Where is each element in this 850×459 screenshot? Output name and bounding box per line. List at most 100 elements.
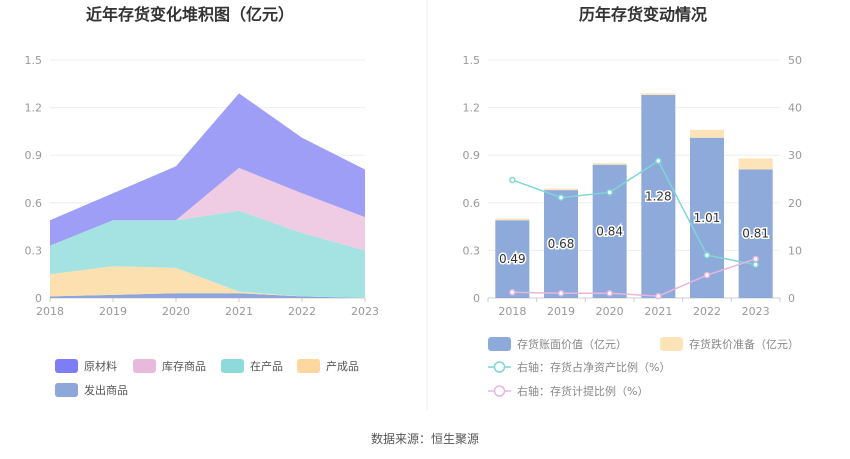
data-source-note: 数据来源：恒生聚源 — [371, 431, 479, 446]
x-tick-label: 2018 — [36, 305, 64, 318]
legend-swatch — [221, 359, 244, 373]
right-y-axis-left: 0 0.3 0.6 0.9 1.2 1.5 — [463, 54, 481, 305]
legend-label: 存货跌价准备（亿元） — [689, 337, 799, 351]
line-point — [606, 189, 613, 196]
legend-label: 在产品 — [250, 359, 283, 373]
legend-label: 右轴：存货占净资产比例（%） — [517, 360, 670, 374]
legend-marker — [493, 361, 506, 373]
legend-item: 发出商品 — [55, 383, 128, 397]
line-point — [752, 261, 759, 268]
right-x-axis: 2018 2019 2020 2021 2022 2023 — [487, 298, 781, 318]
inventory-bar-line-chart: 历年存货变动情况 0.49 0.68 0.84 1.28 1.01 0.81 0 0.3 0.… — [463, 5, 803, 398]
line-point — [557, 289, 565, 297]
stacked-area-chart: 近年存货变化堆积图（亿元） 00.30.60.91.21.5 2018 2019 2… — [25, 5, 379, 397]
x-tick-label: 2021 — [225, 305, 253, 318]
line-point — [703, 271, 711, 279]
legend-label: 发出商品 — [84, 383, 128, 397]
x-tick-label: 2019 — [99, 305, 127, 318]
legend-label: 库存商品 — [162, 359, 206, 373]
y2-tick-label: 40 — [788, 102, 802, 115]
line-point — [606, 289, 613, 297]
x-tick-label: 2018 — [498, 305, 526, 318]
legend-marker — [493, 385, 506, 397]
bar-book-value — [738, 169, 773, 298]
x-tick-label: 2020 — [162, 305, 190, 318]
y2-tick-label: 30 — [788, 149, 802, 162]
area-库存商品 — [50, 167, 365, 251]
bar-book-value — [544, 190, 578, 298]
y-tick-label: 0 — [473, 292, 480, 305]
line-point — [655, 157, 662, 165]
legend-item: 产成品 — [297, 359, 359, 373]
y-tick-label: 0.6 — [463, 197, 481, 210]
legend-item: 右轴：存货占净资产比例（%） — [488, 360, 670, 374]
legend-label: 右轴：存货计提比例（%） — [517, 384, 648, 398]
x-tick-label: 2023 — [742, 305, 770, 318]
y-tick-label: 0.9 — [25, 149, 43, 162]
right-bar-labels: 0.49 0.68 0.84 1.28 1.01 0.81 — [497, 188, 770, 268]
y2-tick-label: 10 — [788, 244, 802, 257]
bar-book-value — [641, 94, 676, 298]
y2-tick-label: 50 — [788, 54, 802, 67]
legend-item: 在产品 — [221, 359, 283, 373]
y-tick-label: 0.6 — [25, 197, 43, 210]
x-tick-label: 2019 — [547, 305, 575, 318]
bar-impairment — [495, 218, 530, 221]
y-tick-label: 1.2 — [463, 102, 481, 115]
legend-swatch — [297, 359, 320, 373]
line-point — [752, 255, 759, 263]
bar-value-label: 0.81 — [742, 227, 769, 241]
y-tick-label: 0.9 — [463, 149, 481, 162]
legend-label: 产成品 — [326, 359, 359, 373]
right-legend: 存货账面价值（亿元） 存货跌价准备（亿元） 右轴：存货占净资产比例（%） 右轴：存货计… — [488, 337, 799, 398]
line-point — [557, 194, 565, 201]
line-0 — [512, 159, 756, 266]
y-tick-label: 0.3 — [463, 244, 481, 257]
x-tick-label: 2021 — [644, 305, 672, 318]
right-lines — [509, 157, 759, 300]
legend-swatch — [55, 359, 78, 373]
right-grid — [488, 59, 780, 299]
right-y-axis-right: 0 10 20 30 40 50 — [788, 54, 802, 305]
legend-item: 右轴：存货计提比例（%） — [488, 384, 648, 398]
x-tick-label: 2023 — [351, 305, 379, 318]
y-tick-label: 0.3 — [25, 244, 43, 257]
area-在产品 — [50, 210, 365, 298]
x-tick-label: 2022 — [693, 305, 721, 318]
bar-book-value — [592, 164, 627, 298]
legend-label: 原材料 — [84, 359, 117, 373]
legend-swatch — [55, 383, 78, 397]
left-chart-title: 近年存货变化堆积图（亿元） — [86, 5, 294, 24]
legend-swatch — [133, 359, 156, 373]
left-areas — [50, 93, 365, 298]
y2-tick-label: 0 — [788, 292, 795, 305]
y-tick-label: 1.2 — [25, 102, 43, 115]
left-x-axis: 2018 2019 2020 2021 2022 2023 — [36, 298, 379, 318]
bar-value-label: 1.28 — [645, 189, 672, 203]
line-point — [509, 176, 516, 184]
legend-item: 存货跌价准备（亿元） — [660, 337, 799, 351]
bar-value-label: 0.49 — [499, 252, 526, 266]
area-原材料 — [50, 93, 365, 246]
bar-book-value — [495, 220, 530, 298]
right-bars — [495, 93, 773, 298]
y-tick-label: 1.5 — [463, 54, 481, 67]
y2-tick-label: 20 — [788, 197, 802, 210]
legend-swatch — [660, 337, 683, 351]
legend-item: 库存商品 — [133, 359, 206, 373]
legend-label: 存货账面价值（亿元） — [517, 337, 627, 351]
bar-value-label: 0.68 — [548, 237, 575, 251]
legend-item: 原材料 — [55, 359, 117, 373]
line-point — [509, 289, 516, 296]
legend-item: 存货账面价值（亿元） — [488, 337, 627, 351]
x-tick-label: 2022 — [288, 305, 316, 318]
right-chart-title: 历年存货变动情况 — [579, 5, 707, 24]
line-1 — [512, 258, 756, 297]
bar-impairment — [592, 163, 627, 165]
x-tick-label: 2020 — [596, 305, 624, 318]
line-point — [703, 251, 711, 259]
bar-impairment — [544, 188, 578, 191]
line-point — [655, 292, 662, 300]
